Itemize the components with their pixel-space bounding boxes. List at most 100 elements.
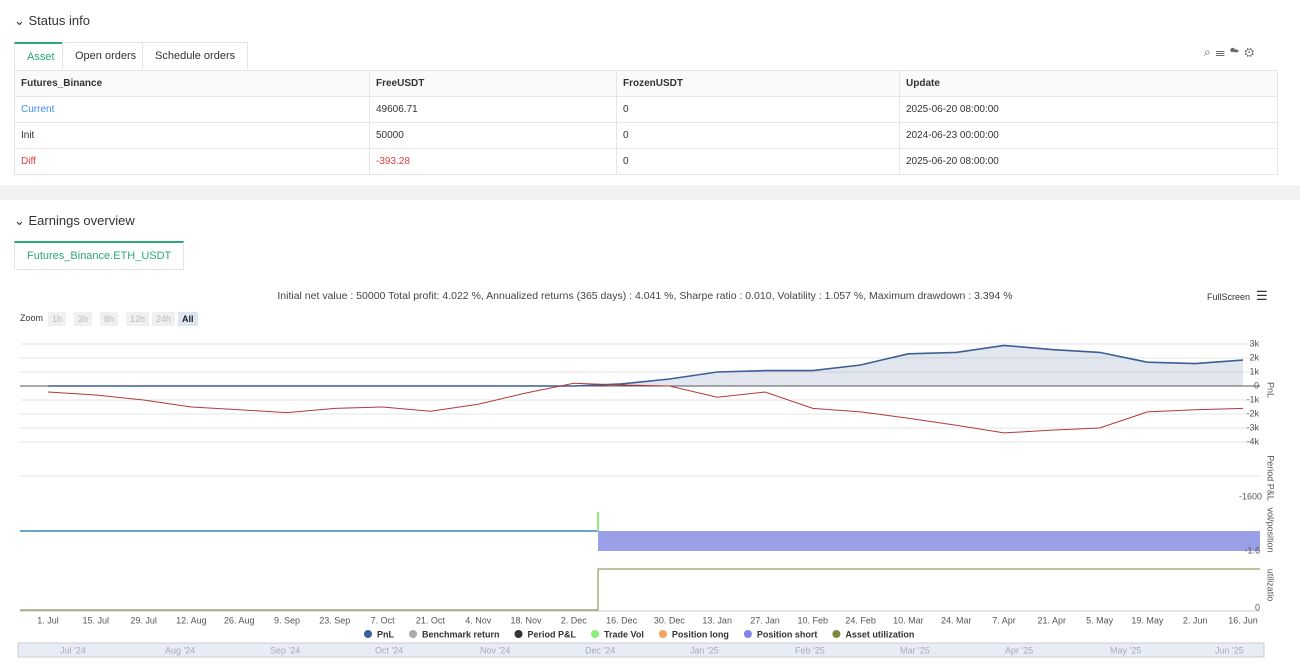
y-tick-label: -2k <box>1246 408 1259 418</box>
th: Futures_Binance <box>14 70 370 97</box>
tab[interactable]: Schedule orders <box>142 42 249 69</box>
navigator-label: Sep '24 <box>270 645 300 655</box>
td: Current <box>14 96 370 123</box>
zoom-button[interactable]: 12h <box>126 312 150 326</box>
zoom-button[interactable]: 8h <box>100 312 119 326</box>
td: 2025-06-20 08:00:00 <box>899 148 1278 175</box>
x-tick-label: 16. Jun <box>1228 615 1258 625</box>
legend-label: Asset utilization <box>845 629 914 639</box>
panel-title: PnL <box>1266 382 1276 398</box>
panel-title: utilizatio <box>1266 569 1276 602</box>
x-tick-label: 18. Nov <box>510 615 542 625</box>
x-tick-label: 24. Feb <box>845 615 876 625</box>
asset-table: Futures_Binance FreeUSDT FrozenUSDT Update … <box>14 70 1278 175</box>
td: 0 <box>616 148 900 175</box>
legend-label: Position short <box>757 629 818 639</box>
x-tick-label: 21. Apr <box>1038 615 1067 625</box>
legend-swatch <box>658 630 667 638</box>
summary: Initial net value : 50000 Total profit: … <box>277 290 1013 302</box>
tab[interactable]: Open orders <box>62 42 150 69</box>
x-tick-label: 21. Oct <box>416 615 446 625</box>
td: 2024-06-23 00:00:00 <box>899 122 1278 149</box>
zoom-button[interactable]: 3h <box>74 312 93 326</box>
status-header[interactable]: ⌄ Status info <box>14 13 90 28</box>
x-tick-label: 7. Oct <box>371 615 396 625</box>
earnings-header[interactable]: ⌄ Earnings overview <box>14 213 135 228</box>
y-tick-label: -4k <box>1246 436 1259 446</box>
period-tick: -1600 <box>1239 491 1262 501</box>
td: 50000 <box>369 122 617 149</box>
x-tick-label: 29. Jul <box>130 615 157 625</box>
navigator-label: Feb '25 <box>795 645 825 655</box>
section-title: Earnings overview <box>28 213 135 228</box>
th: FrozenUSDT <box>616 70 900 97</box>
navigator-label: Dec '24 <box>585 645 615 655</box>
navigator-label: Jan '25 <box>690 645 719 655</box>
y-tick-label: -3k <box>1246 422 1259 432</box>
y-tick-label: 3k <box>1249 338 1259 348</box>
navigator-label: Jun '25 <box>1215 645 1244 655</box>
status-panel: ⌄ Status info Asset Open orders Schedule… <box>0 0 1300 185</box>
menu-icon[interactable]: ☰ <box>1256 288 1268 303</box>
x-tick-label: 13. Jan <box>702 615 732 625</box>
utilization-line <box>20 568 1260 611</box>
td: Init <box>14 122 370 149</box>
x-tick-label: 23. Sep <box>319 615 350 625</box>
legend-swatch <box>364 630 372 638</box>
y-tick-label: 2k <box>1249 352 1259 362</box>
legend-label: Trade Vol <box>604 629 644 639</box>
navigator-label: Jul '24 <box>60 645 86 655</box>
navigator-label: Mar '25 <box>900 645 930 655</box>
series-line <box>48 344 1244 387</box>
x-tick-label: 10. Feb <box>798 615 829 625</box>
x-tick-label: 2. Jun <box>1183 615 1208 625</box>
y-tick-label: 1k <box>1249 366 1259 376</box>
x-tick-label: 1. Jul <box>37 615 59 625</box>
legend-swatch <box>514 630 523 638</box>
x-tick-label: 26. Aug <box>224 615 255 625</box>
x-tick-label: 12. Aug <box>176 615 207 625</box>
zoom-button[interactable]: All <box>178 312 198 326</box>
navigator-label: May '25 <box>1110 645 1141 655</box>
panel-title: vol/position <box>1266 507 1276 552</box>
y-tick-label: 0 <box>1254 380 1259 390</box>
x-tick-label: 5. May <box>1086 615 1114 625</box>
legend-swatch <box>591 630 600 638</box>
util-tick: 0 <box>1255 602 1260 612</box>
x-tick-label: 16. Dec <box>606 615 638 625</box>
td: -393.28 <box>369 148 617 175</box>
td: 0 <box>616 96 900 123</box>
zoom-button[interactable]: 24h <box>152 312 176 326</box>
legend-label: Position long <box>672 629 729 639</box>
tab[interactable]: Futures_Binance.ETH_USDT <box>14 241 185 270</box>
navigator-label: Nov '24 <box>480 645 510 655</box>
earnings-panel: ⌄ Earnings overview Futures_Binance.ETH_… <box>0 200 1300 665</box>
zoom-label: Zoom <box>20 313 44 323</box>
legend-label: Period P&L <box>528 629 577 639</box>
y-tick-label: -1k <box>1246 394 1259 404</box>
fullscreen-button[interactable]: FullScreen <box>1207 292 1251 302</box>
x-tick-label: 2. Dec <box>561 615 588 625</box>
tab[interactable]: Asset <box>14 42 68 70</box>
zoom-button[interactable]: 1h <box>48 312 67 326</box>
navigator-label: Aug '24 <box>165 645 195 655</box>
th: FreeUSDT <box>369 70 617 97</box>
x-tick-label: 27. Jan <box>750 615 780 625</box>
legend-label: PnL <box>377 629 395 639</box>
x-tick-label: 19. May <box>1131 615 1164 625</box>
x-tick-label: 15. Jul <box>83 615 110 625</box>
td: 2025-06-20 08:00:00 <box>899 96 1278 123</box>
legend-swatch <box>832 630 841 638</box>
navigator[interactable] <box>17 642 1265 658</box>
x-tick-label: 24. Mar <box>941 615 972 625</box>
legend-swatch <box>409 630 417 638</box>
navigator-label: Oct '24 <box>375 645 403 655</box>
legend-swatch <box>743 630 752 638</box>
position-short-area <box>598 531 1260 551</box>
x-tick-label: 10. Mar <box>893 615 924 625</box>
vol-tick: -1.6 <box>1244 545 1260 555</box>
toolbar-icons[interactable]: ⌕☰☁⚙ <box>1204 45 1260 59</box>
pnl-area <box>48 345 1243 386</box>
